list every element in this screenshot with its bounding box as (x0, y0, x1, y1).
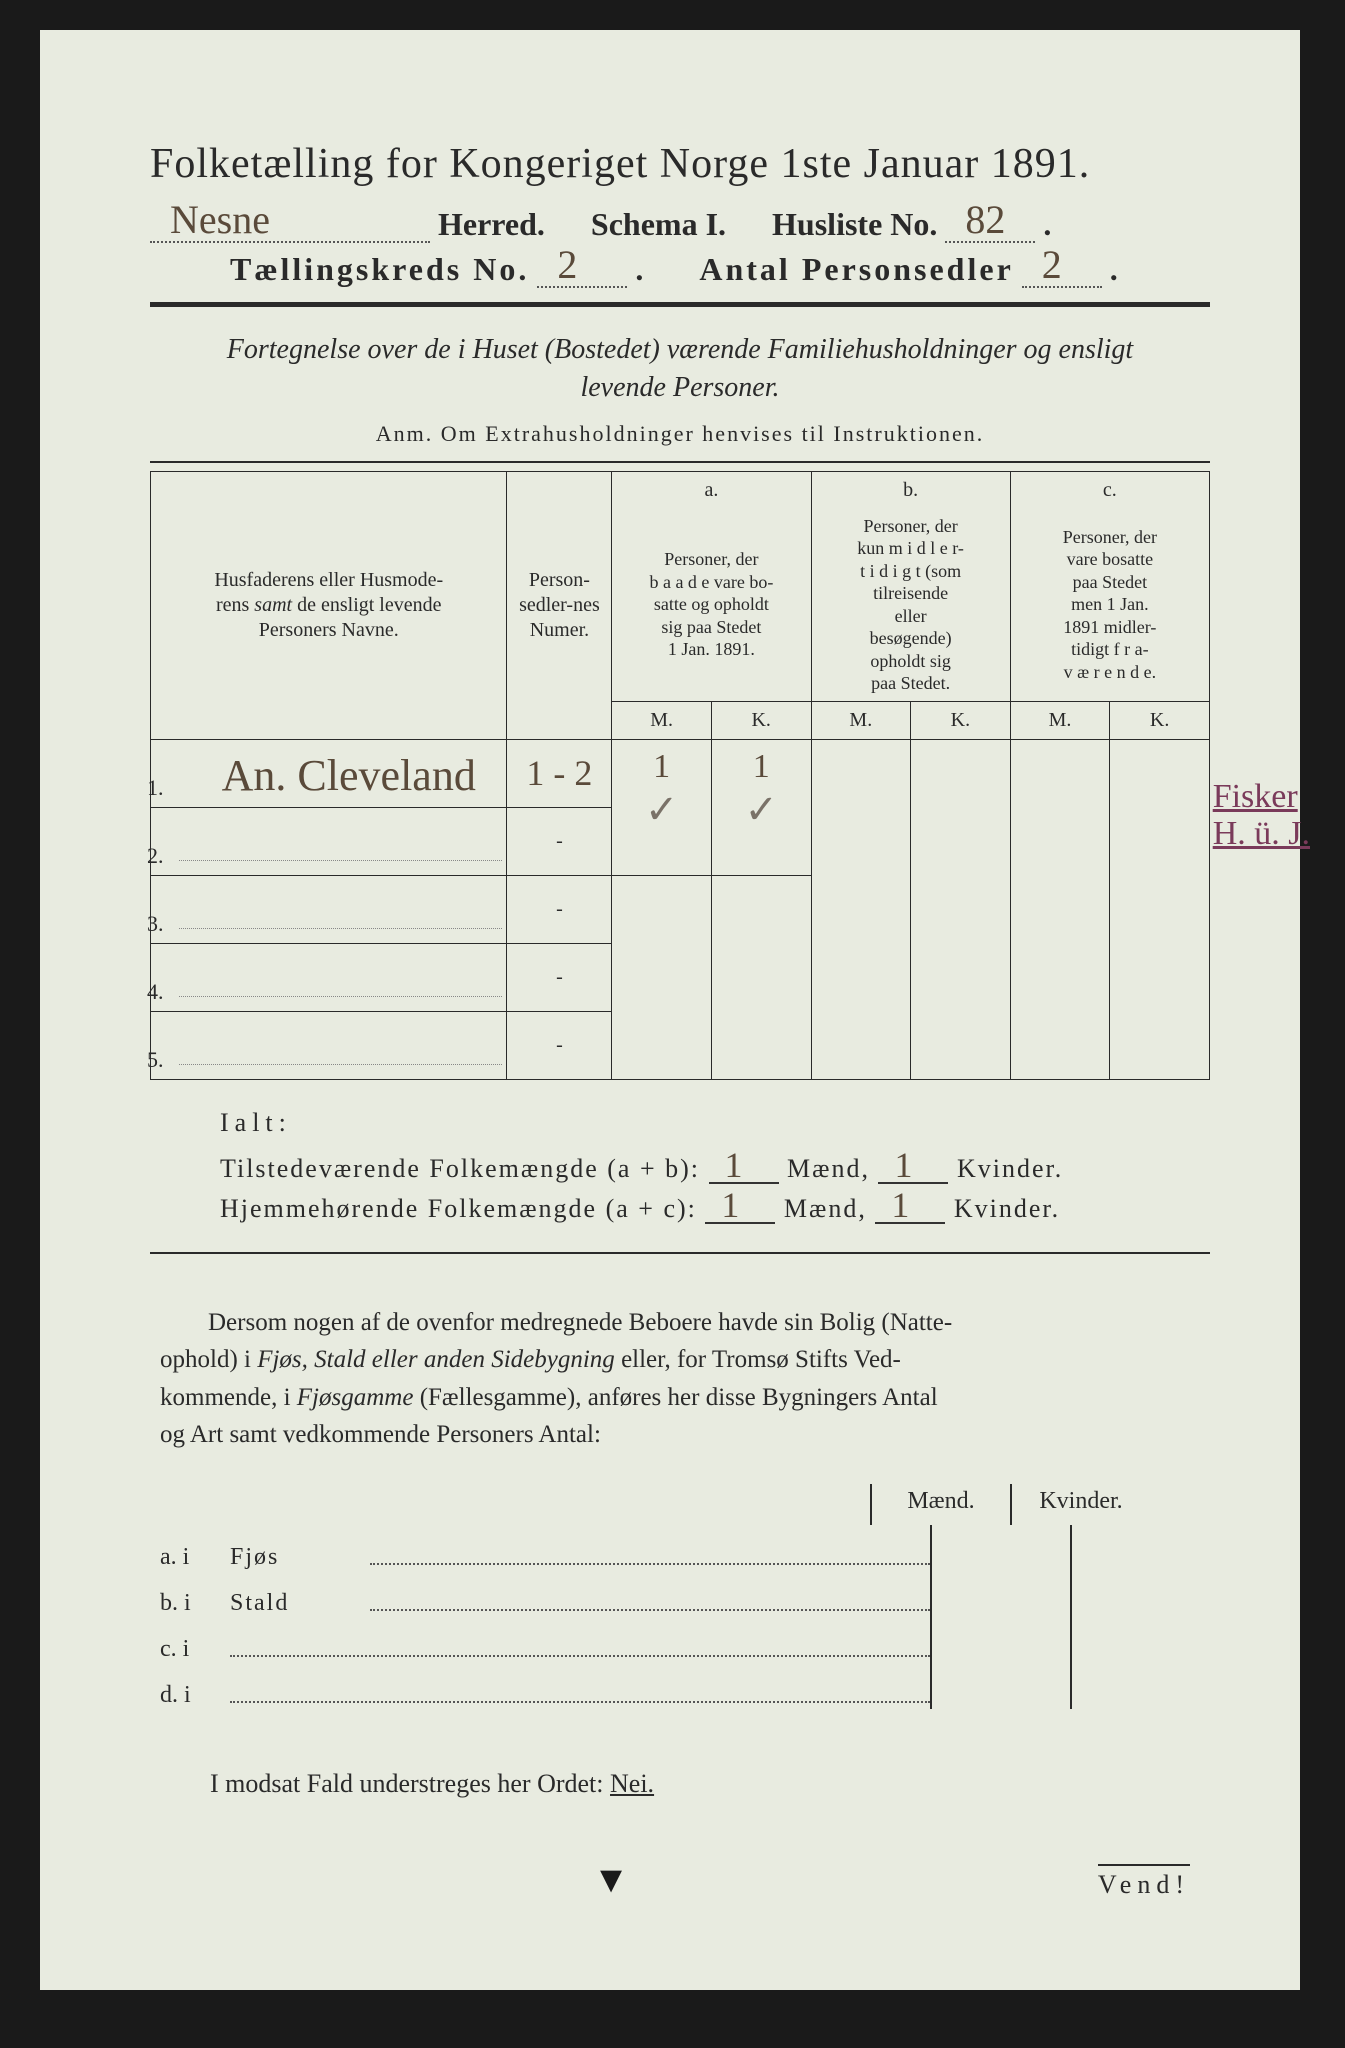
col-c-K: K. (1110, 701, 1210, 739)
margin-line-2: H. ü. J. (1213, 815, 1310, 852)
col-c-text: Personer, dervare bosattepaa Stedetmen 1… (1010, 509, 1209, 702)
schema-label: Schema I. (591, 206, 726, 243)
census-form-page: Folketælling for Kongeriget Norge 1ste J… (40, 30, 1300, 1990)
col-a-text: Personer, derb a a d e vare bo-satte og … (612, 509, 811, 702)
sb-row: d. i (150, 1663, 1210, 1709)
sb-col-maend: Mænd. (870, 1484, 1010, 1525)
row-index: 4. (147, 979, 164, 1005)
row-index: 3. (147, 911, 164, 937)
col-c-M: M. (1010, 701, 1110, 739)
sb-row: b. i Stald (150, 1571, 1210, 1617)
herred-label: Herred. (438, 206, 545, 243)
col-c-head: c. (1010, 471, 1209, 509)
kreds-value: 2 (557, 241, 577, 288)
vend-label: Vend! (1098, 1864, 1190, 1900)
nei-word: Nei. (610, 1769, 654, 1798)
antal-value: 2 (1042, 241, 1062, 288)
antal-field: 2 (1022, 252, 1102, 288)
sb-label: c. i (150, 1636, 230, 1663)
turn-arrow-icon: ▾ (600, 1853, 622, 1904)
total-line-resident: Hjemmehørende Folkemængde (a + c): 1 Mæn… (220, 1194, 1210, 1224)
total-line-present: Tilstedeværende Folkemængde (a + b): 1 M… (220, 1154, 1210, 1184)
subtitle: Fortegnelse over de i Huset (Bostedet) v… (190, 331, 1170, 407)
sb-label: a. i (150, 1544, 230, 1571)
cell-aM: 1 (653, 748, 670, 785)
herred-field: Nesne (150, 207, 430, 243)
margin-annotation: Fisker H. ü. J. (1213, 778, 1310, 853)
row-num: 1 - 2 (526, 753, 592, 793)
col-b-K: K. (911, 701, 1011, 739)
total-present-m: 1 (725, 1144, 745, 1186)
col-header-num: Person-sedler-nes Numer. (507, 471, 612, 739)
col-a-K: K. (711, 701, 811, 739)
kreds-field: 2 (537, 252, 627, 288)
antal-label: Antal Personsedler (699, 251, 1013, 288)
col-a-M: M. (612, 701, 712, 739)
sb-label: b. i (150, 1590, 230, 1617)
anm-note: Anm. Om Extrahusholdninger henvises til … (150, 421, 1210, 447)
rule-3 (150, 1252, 1210, 1254)
sb-name: Fjøs (230, 1544, 370, 1571)
husliste-field: 82 (945, 207, 1035, 243)
total-present-k: 1 (894, 1144, 914, 1186)
table-row: 1. An. Cleveland 1 - 2 1 ✓ 1 ✓ (151, 739, 1210, 807)
sb-row: c. i (150, 1617, 1210, 1663)
row-num: - (507, 875, 612, 943)
sb-row: a. i Fjøs (150, 1525, 1210, 1571)
row-index: 5. (147, 1047, 164, 1073)
husliste-value: 82 (965, 196, 1005, 243)
col-b-text: Personer, derkun m i d l e r-t i d i g t… (811, 509, 1010, 702)
ialt-label: Ialt: (220, 1108, 1210, 1138)
rule-2 (150, 461, 1210, 463)
row-index: 1. (147, 775, 164, 801)
row-index: 2. (147, 843, 164, 869)
page-title: Folketælling for Kongeriget Norge 1ste J… (150, 140, 1210, 188)
rule-1 (150, 302, 1210, 307)
total-resident-m: 1 (721, 1184, 741, 1226)
header-line-2: Tællingskreds No. 2 . Antal Personsedler… (230, 251, 1210, 288)
total-resident-k: 1 (891, 1184, 911, 1226)
sb-label: d. i (150, 1682, 230, 1709)
census-table: Husfaderens eller Husmode-rens samt de e… (150, 471, 1210, 1080)
col-b-head: b. (811, 471, 1010, 509)
col-a-head: a. (612, 471, 811, 509)
herred-value: Nesne (170, 196, 270, 243)
cell-aK-check: ✓ (744, 787, 778, 832)
margin-line-1: Fisker (1213, 778, 1298, 815)
col-b-M: M. (811, 701, 911, 739)
sidebuilding-paragraph: Dersom nogen af de ovenfor medregnede Be… (160, 1304, 1200, 1454)
sb-col-kvinder: Kvinder. (1010, 1484, 1150, 1525)
cell-aK: 1 (753, 748, 770, 785)
row-num: - (507, 807, 612, 875)
cell-aM-check: ✓ (645, 787, 679, 832)
sidebuilding-table: Mænd. Kvinder. a. i Fjøs b. i Stald c. i… (150, 1484, 1210, 1709)
nei-line: I modsat Fald understreges her Ordet: Ne… (210, 1769, 1210, 1799)
row-num: - (507, 943, 612, 1011)
row-num: - (507, 1011, 612, 1079)
totals-block: Ialt: Tilstedeværende Folkemængde (a + b… (220, 1108, 1210, 1224)
husliste-label: Husliste No. (772, 206, 937, 243)
row-name-value: An. Cleveland (222, 751, 476, 800)
sb-name: Stald (230, 1590, 370, 1617)
kreds-label: Tællingskreds No. (230, 251, 529, 288)
header-line-1: Nesne Herred. Schema I. Husliste No. 82 … (150, 206, 1210, 243)
col-header-name: Husfaderens eller Husmode-rens samt de e… (151, 471, 507, 739)
